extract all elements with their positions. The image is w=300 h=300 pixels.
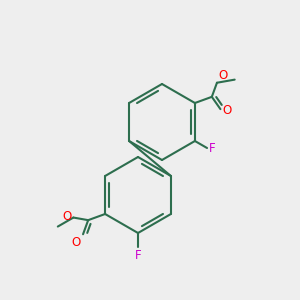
Text: O: O (222, 103, 232, 117)
Text: O: O (218, 69, 227, 82)
Text: F: F (209, 142, 216, 154)
Text: O: O (62, 210, 71, 223)
Text: F: F (135, 249, 141, 262)
Text: O: O (72, 236, 81, 249)
